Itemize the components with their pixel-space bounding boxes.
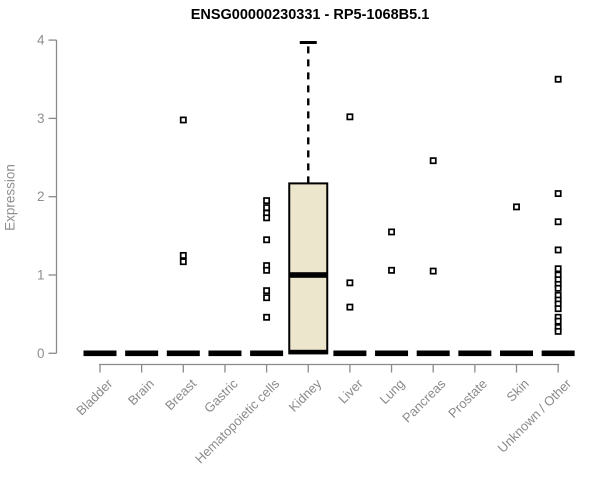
outlier-point	[554, 75, 562, 83]
boxplot-lung	[375, 228, 409, 357]
outlier-point	[554, 327, 562, 335]
median-line	[289, 272, 328, 278]
outlier-point	[263, 287, 271, 295]
outlier-point	[554, 305, 562, 313]
median-line	[416, 350, 450, 357]
boxplot-pancreas	[416, 157, 450, 357]
outlier-point	[554, 284, 562, 292]
median-line	[83, 350, 117, 357]
outlier-point	[346, 303, 354, 311]
outlier-point	[346, 279, 354, 287]
outlier-point	[263, 214, 271, 222]
boxplot-liver	[333, 113, 367, 357]
outlier-point	[554, 190, 562, 198]
outlier-point	[179, 116, 187, 124]
boxplot-brain	[125, 350, 159, 357]
outlier-point	[554, 265, 562, 273]
outlier-point	[554, 218, 562, 226]
outlier-point	[554, 246, 562, 254]
median-line	[166, 350, 200, 357]
y-tick-label: 2	[37, 189, 45, 204]
box	[288, 182, 329, 355]
median-line	[208, 350, 242, 357]
median-line	[375, 350, 409, 357]
box-bottom-edge	[289, 349, 328, 355]
outlier-point	[346, 113, 354, 121]
outlier-point	[179, 251, 187, 259]
chart-title: ENSG00000230331 - RP5-1068B5.1	[190, 7, 430, 23]
median-line	[125, 350, 159, 357]
outlier-point	[513, 203, 520, 211]
boxplot-kidney	[288, 40, 329, 355]
boxplot-hematopoietic-cells	[250, 197, 284, 357]
y-tick-label: 0	[37, 346, 45, 361]
boxplot-prostate	[458, 350, 492, 357]
outlier-point	[388, 228, 396, 236]
median-line	[333, 350, 367, 357]
outlier-point	[429, 157, 437, 165]
outlier-point	[263, 197, 271, 205]
median-line	[250, 350, 284, 357]
median-line	[541, 350, 575, 357]
y-tick-label: 4	[37, 33, 45, 48]
outlier-point	[388, 266, 396, 274]
outlier-point	[263, 294, 271, 302]
outlier-point	[263, 266, 271, 274]
outlier-point	[263, 313, 271, 321]
outlier-point	[554, 317, 562, 325]
boxplot-skin	[500, 203, 533, 357]
boxplot-bladder	[83, 350, 117, 357]
outlier-point	[179, 258, 187, 266]
y-tick-label: 3	[37, 111, 45, 126]
median-line	[458, 350, 492, 357]
median-line	[500, 350, 533, 357]
boxplot-breast	[166, 116, 200, 357]
boxplot-unknown-other	[541, 75, 575, 357]
outlier-point	[263, 236, 271, 244]
y-tick-label: 1	[37, 268, 45, 283]
outlier-point	[429, 267, 437, 275]
boxplot-gastric	[208, 350, 242, 357]
outlier-point	[263, 204, 271, 212]
